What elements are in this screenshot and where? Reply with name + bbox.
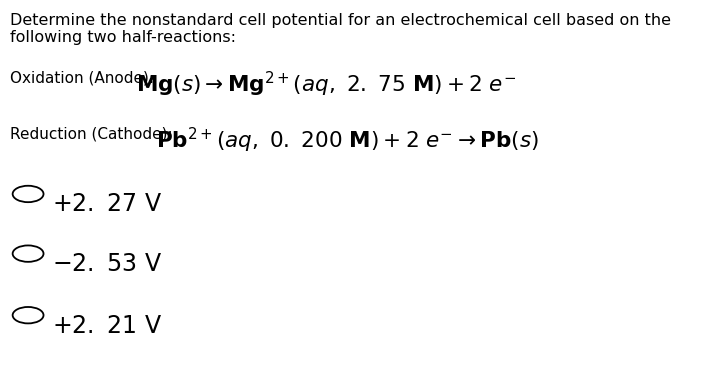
Text: $+2.\ 27\ \mathrm{V}$: $+2.\ 27\ \mathrm{V}$ <box>52 192 162 216</box>
Text: Reduction (Cathode):: Reduction (Cathode): <box>10 127 178 142</box>
Text: $\mathbf{Pb}^{2+}(aq,\ 0.\ 200\ \mathbf{M}) + 2\ e^{-} \rightarrow \mathbf{Pb}(s: $\mathbf{Pb}^{2+}(aq,\ 0.\ 200\ \mathbf{… <box>156 126 538 155</box>
Text: $+2.\ 21\ \mathrm{V}$: $+2.\ 21\ \mathrm{V}$ <box>52 314 162 338</box>
Text: Determine the nonstandard cell potential for an electrochemical cell based on th: Determine the nonstandard cell potential… <box>10 13 671 28</box>
Text: following two half-reactions:: following two half-reactions: <box>10 30 236 45</box>
Text: $-2.\ 53\ \mathrm{V}$: $-2.\ 53\ \mathrm{V}$ <box>52 252 162 276</box>
Text: Oxidation (Anode):: Oxidation (Anode): <box>10 71 159 86</box>
Text: $\mathbf{Mg}(s) \rightarrow \mathbf{Mg}^{2+}(aq,\ 2.\ 75\ \mathbf{M}) + 2\ e^{-}: $\mathbf{Mg}(s) \rightarrow \mathbf{Mg}^… <box>136 70 516 99</box>
